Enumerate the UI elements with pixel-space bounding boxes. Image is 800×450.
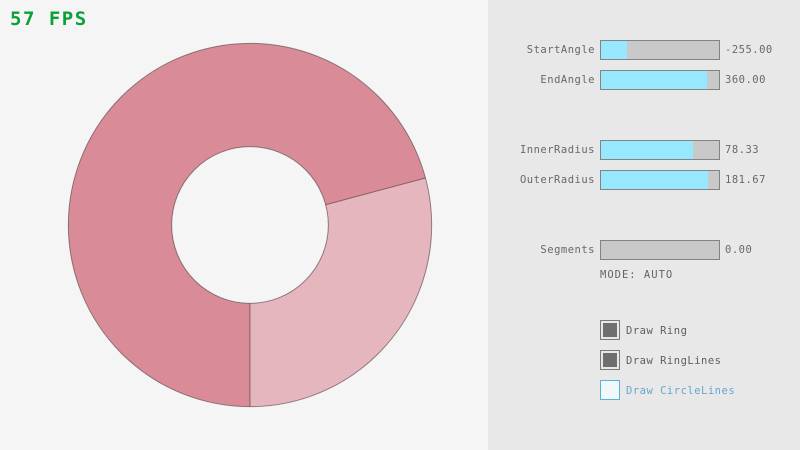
end-angle-value: 360.00 xyxy=(725,74,766,86)
segments-mode-status: MODE: AUTO xyxy=(600,269,674,281)
start-angle-value: -255.00 xyxy=(725,44,773,56)
outer-radius-value: 181.67 xyxy=(725,174,766,186)
draw-circlelines-checkbox[interactable] xyxy=(600,380,620,400)
inner-radius-value: 78.33 xyxy=(725,144,760,156)
checkmark-fill-icon xyxy=(603,323,617,337)
fps-counter: 57 FPS xyxy=(10,8,88,30)
inner-radius-slider-fill xyxy=(601,141,694,159)
end-angle-slider-fill xyxy=(601,71,708,89)
segments-value: 0.00 xyxy=(725,244,753,256)
segments-slider[interactable] xyxy=(600,240,720,260)
ring-outer-outline xyxy=(67,42,433,408)
segments-label: Segments xyxy=(540,244,595,256)
draw-ring-label: Draw Ring xyxy=(626,325,688,337)
start-angle-slider[interactable] xyxy=(600,40,720,60)
draw-ring-checkbox[interactable] xyxy=(600,320,620,340)
draw-circlelines-label: Draw CircleLines xyxy=(626,385,736,397)
outer-radius-slider-fill xyxy=(601,171,709,189)
ring-sector-light xyxy=(250,177,432,407)
outer-radius-label: OuterRadius xyxy=(519,174,595,186)
ring-inner-outline xyxy=(171,146,329,304)
ring-radial-line-end xyxy=(325,177,426,206)
draw-ringlines-checkbox[interactable] xyxy=(600,350,620,370)
start-angle-slider-fill xyxy=(601,41,627,59)
end-angle-label: EndAngle xyxy=(540,74,595,86)
checkmark-fill-icon xyxy=(603,353,617,367)
outer-radius-slider[interactable] xyxy=(600,170,720,190)
inner-radius-label: InnerRadius xyxy=(519,144,595,156)
draw-ringlines-label: Draw RingLines xyxy=(626,355,722,367)
start-angle-label: StartAngle xyxy=(526,44,595,56)
end-angle-slider[interactable] xyxy=(600,70,720,90)
controls-panel xyxy=(488,0,800,450)
inner-radius-slider[interactable] xyxy=(600,140,720,160)
